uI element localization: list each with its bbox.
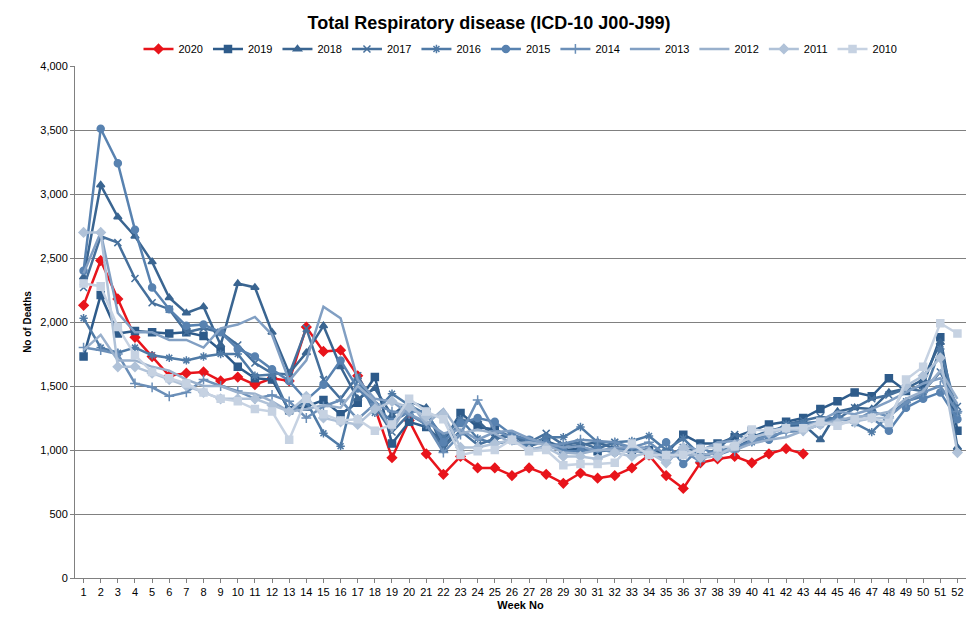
svg-text:39: 39	[729, 586, 741, 598]
svg-text:22: 22	[437, 586, 449, 598]
svg-text:6: 6	[166, 586, 172, 598]
svg-text:2011: 2011	[804, 43, 828, 55]
svg-text:8: 8	[200, 586, 206, 598]
svg-text:47: 47	[866, 586, 878, 598]
svg-text:42: 42	[780, 586, 792, 598]
svg-text:2018: 2018	[317, 43, 341, 55]
svg-text:26: 26	[506, 586, 518, 598]
svg-text:28: 28	[540, 586, 552, 598]
svg-text:16: 16	[334, 586, 346, 598]
svg-text:31: 31	[591, 586, 603, 598]
svg-text:46: 46	[849, 586, 861, 598]
svg-text:Week No: Week No	[497, 599, 544, 611]
svg-text:23: 23	[454, 586, 466, 598]
svg-text:19: 19	[386, 586, 398, 598]
svg-text:35: 35	[660, 586, 672, 598]
svg-text:3: 3	[115, 586, 121, 598]
svg-text:30: 30	[574, 586, 586, 598]
svg-text:11: 11	[249, 586, 260, 598]
svg-text:37: 37	[694, 586, 706, 598]
svg-text:0: 0	[62, 572, 68, 584]
svg-text:17: 17	[352, 586, 364, 598]
svg-text:3,500: 3,500	[40, 124, 68, 136]
svg-text:15: 15	[317, 586, 329, 598]
svg-text:18: 18	[369, 586, 381, 598]
svg-text:21: 21	[420, 586, 432, 598]
svg-text:2019: 2019	[248, 43, 272, 55]
svg-text:41: 41	[763, 586, 775, 598]
svg-text:2016: 2016	[456, 43, 480, 55]
svg-text:3,000: 3,000	[40, 188, 68, 200]
svg-text:500: 500	[49, 508, 67, 520]
svg-text:51: 51	[934, 586, 946, 598]
svg-text:2013: 2013	[665, 43, 689, 55]
svg-text:4: 4	[132, 586, 138, 598]
svg-text:2017: 2017	[387, 43, 411, 55]
svg-text:2: 2	[98, 586, 104, 598]
svg-text:34: 34	[643, 586, 655, 598]
svg-text:2014: 2014	[595, 43, 619, 55]
svg-text:33: 33	[626, 586, 638, 598]
svg-text:44: 44	[814, 586, 826, 598]
svg-text:45: 45	[831, 586, 843, 598]
svg-text:40: 40	[746, 586, 758, 598]
svg-text:29: 29	[557, 586, 569, 598]
svg-text:38: 38	[711, 586, 723, 598]
svg-text:2015: 2015	[526, 43, 550, 55]
svg-text:1: 1	[81, 586, 87, 598]
svg-text:48: 48	[883, 586, 895, 598]
svg-text:2,500: 2,500	[40, 252, 68, 264]
svg-text:14: 14	[300, 586, 312, 598]
svg-text:20: 20	[403, 586, 415, 598]
svg-text:27: 27	[523, 586, 535, 598]
svg-text:25: 25	[489, 586, 501, 598]
svg-text:13: 13	[283, 586, 295, 598]
svg-text:1,000: 1,000	[40, 444, 68, 456]
svg-text:1,500: 1,500	[40, 380, 68, 392]
svg-text:49: 49	[900, 586, 912, 598]
svg-text:36: 36	[677, 586, 689, 598]
svg-text:2,000: 2,000	[40, 316, 68, 328]
svg-text:12: 12	[266, 586, 278, 598]
svg-text:7: 7	[183, 586, 189, 598]
svg-text:No of Deaths: No of Deaths	[22, 291, 33, 353]
svg-text:43: 43	[797, 586, 809, 598]
svg-text:Total Respiratory disease (ICD: Total Respiratory disease (ICD-10 J00-J9…	[308, 13, 671, 33]
svg-text:10: 10	[232, 586, 244, 598]
svg-text:32: 32	[609, 586, 621, 598]
svg-text:2010: 2010	[873, 43, 897, 55]
svg-text:2020: 2020	[179, 43, 203, 55]
svg-text:9: 9	[218, 586, 224, 598]
svg-text:24: 24	[472, 586, 484, 598]
svg-text:52: 52	[951, 586, 963, 598]
svg-text:2012: 2012	[734, 43, 758, 55]
svg-text:5: 5	[149, 586, 155, 598]
svg-text:50: 50	[917, 586, 929, 598]
svg-text:4,000: 4,000	[40, 60, 68, 72]
